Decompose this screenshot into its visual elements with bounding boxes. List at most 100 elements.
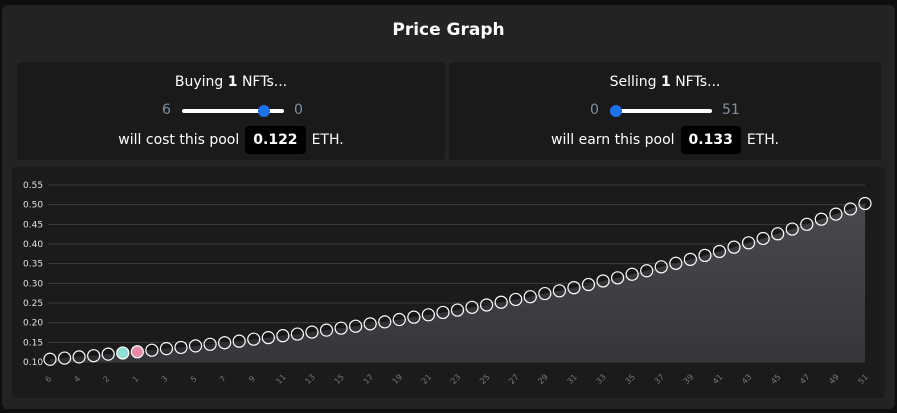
point [814,212,828,226]
point [712,244,727,259]
amount: 0.133 [680,126,741,154]
point [771,227,785,241]
verb: Buying [174,74,224,90]
point [101,347,115,361]
point [218,336,232,350]
buy-result: will cost this pool 0.122 ETH. [17,126,445,154]
point [159,342,174,356]
point [654,260,668,274]
point [203,337,217,351]
y-tick-label: 0.55 [23,181,43,191]
x-tick-label: 3 [160,374,170,384]
point [436,305,450,320]
point [421,308,435,322]
point [378,315,392,329]
slider-min: 0 [590,102,599,118]
y-tick-label: 0.35 [23,260,43,270]
x-tick-label: 5 [189,374,199,384]
area [50,203,865,362]
point [43,352,57,366]
count: 1 [661,74,671,90]
x-tick-label: 6 [43,374,53,384]
point [698,248,712,263]
point [407,310,421,324]
point [87,349,101,363]
point [290,327,305,341]
point [610,271,625,285]
y-tick-label: 0.20 [23,319,43,329]
point [232,334,246,348]
noun: NFTs... [241,74,288,90]
point [625,267,639,281]
unit: ETH. [311,132,344,148]
slider-max: 0 [294,102,303,118]
point [552,284,566,298]
prefix: will cost this pool [118,132,240,148]
point [480,298,494,312]
prefix: will earn this pool [551,132,675,148]
point [319,323,334,337]
sell-heading: Selling 1 NFTs... [449,74,881,90]
amount: 0.122 [245,126,306,154]
point [523,290,537,304]
point [72,350,86,364]
point [57,351,72,365]
point [145,343,159,357]
count: 1 [227,74,238,90]
point [349,319,363,333]
slider-min: 6 [162,102,171,118]
slider-max: 51 [722,102,740,118]
point [494,295,508,309]
title: Price Graph [392,20,505,40]
point [174,340,188,355]
unit: ETH. [746,132,779,148]
point [261,331,275,345]
x-tick-label: 7 [218,374,228,384]
noun: NFTs... [675,74,721,90]
point [334,321,348,335]
point [727,240,741,254]
point [188,339,203,353]
point [581,277,596,292]
point [247,332,261,346]
point [567,281,581,295]
point [741,236,756,250]
y-tick-label: 0.50 [23,201,43,211]
thumb[interactable] [258,105,270,117]
x-tick-label: 1 [131,374,141,384]
point [785,222,799,236]
point [800,217,814,231]
point [843,202,858,216]
thumb[interactable] [610,105,622,117]
y-tick-label: 0.10 [23,358,43,368]
track [182,109,284,113]
sell-result: will earn this pool 0.133 ETH. [449,126,881,154]
buy-slider[interactable] [182,103,284,119]
point [756,231,770,246]
point [640,264,654,278]
y-tick-label: 0.45 [23,220,43,230]
x-tick-label: 4 [72,374,82,384]
point [276,329,290,343]
point [538,286,552,301]
point [450,303,465,317]
point [392,312,406,327]
point [669,256,683,270]
point [829,207,843,221]
y-tick-label: 0.40 [23,240,43,250]
point [683,252,697,266]
buy-heading: Buying 1 NFTs... [17,74,445,90]
track [610,109,712,113]
y-tick-label: 0.15 [23,338,43,348]
point [858,196,872,211]
point [465,300,479,314]
x-tick-label: 9 [247,374,257,384]
y-tick-label: 0.30 [23,279,43,289]
point [363,317,377,331]
point [509,292,523,307]
point [596,274,610,288]
sell-slider[interactable] [610,103,712,119]
point [116,346,130,360]
